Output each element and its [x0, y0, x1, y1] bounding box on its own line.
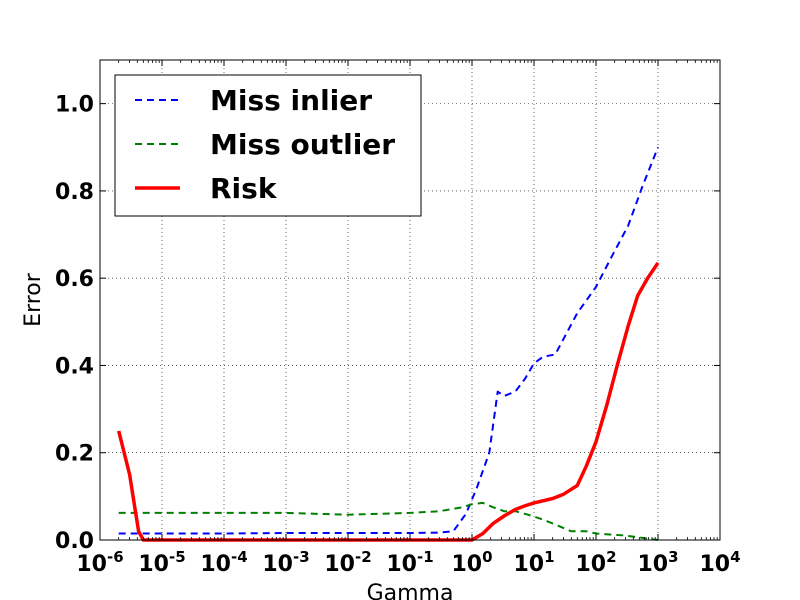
- x-tick-exponent: 4: [730, 548, 740, 566]
- y-tick-label: 0.6: [55, 267, 94, 292]
- x-axis-label: Gamma: [367, 581, 454, 600]
- x-tick-label: 100: [451, 548, 492, 577]
- x-tick-exponent: -1: [417, 548, 434, 566]
- y-tick-label: 0.4: [55, 354, 94, 379]
- x-tick-base: 10: [575, 552, 606, 577]
- x-tick-exponent: -5: [169, 548, 186, 566]
- y-tick-label: 1.0: [55, 93, 94, 118]
- x-tick-exponent: -4: [231, 548, 248, 566]
- y-tick-label: 0.8: [55, 180, 94, 205]
- x-tick-label: 103: [637, 548, 678, 577]
- x-tick-label: 10-1: [386, 548, 433, 577]
- series-line-risk: [117, 261, 660, 542]
- x-tick-base: 10: [699, 552, 730, 577]
- legend-label: Miss inlier: [210, 84, 372, 117]
- ticks-layer: [99, 60, 721, 541]
- x-tick-base: 10: [386, 552, 417, 577]
- x-tick-label: 102: [575, 548, 616, 577]
- tick-labels-layer: 10-6 10-5 10-4 10-3 10-2 10-1 100 101 102 103 1040…: [55, 93, 741, 577]
- x-tick-label: 10-3: [262, 548, 309, 577]
- series-line-miss-outlier: [118, 501, 659, 541]
- x-tick-exponent: -3: [293, 548, 310, 566]
- x-tick-label: 101: [513, 548, 554, 577]
- x-tick-exponent: -6: [107, 548, 124, 566]
- legend-label: Risk: [210, 172, 278, 205]
- x-tick-base: 10: [451, 552, 482, 577]
- x-tick-exponent: -2: [355, 548, 372, 566]
- x-tick-base: 10: [262, 552, 293, 577]
- series-line-miss-inlier: [118, 146, 659, 535]
- x-tick-base: 10: [76, 552, 107, 577]
- x-tick-label: 10-6: [76, 548, 123, 577]
- x-tick-exponent: 2: [606, 548, 616, 566]
- x-tick-label: 10-2: [324, 548, 371, 577]
- x-tick-base: 10: [138, 552, 169, 577]
- y-tick-label: 0.2: [55, 442, 94, 467]
- x-tick-exponent: 3: [668, 548, 678, 566]
- y-tick-label: 0.0: [55, 529, 94, 554]
- x-tick-label: 104: [699, 548, 740, 577]
- legend-label: Miss outlier: [210, 128, 395, 161]
- x-tick-base: 10: [200, 552, 231, 577]
- x-tick-base: 10: [513, 552, 544, 577]
- x-tick-label: 10-4: [200, 548, 247, 577]
- x-tick-label: 10-5: [138, 548, 185, 577]
- legend-box: [114, 74, 422, 217]
- x-tick-base: 10: [637, 552, 668, 577]
- x-tick-exponent: 0: [482, 548, 492, 566]
- x-tick-base: 10: [324, 552, 355, 577]
- y-axis-label: Error: [21, 272, 46, 327]
- legend: Miss inlier Miss outlier Risk: [114, 74, 422, 217]
- x-tick-exponent: 1: [544, 548, 554, 566]
